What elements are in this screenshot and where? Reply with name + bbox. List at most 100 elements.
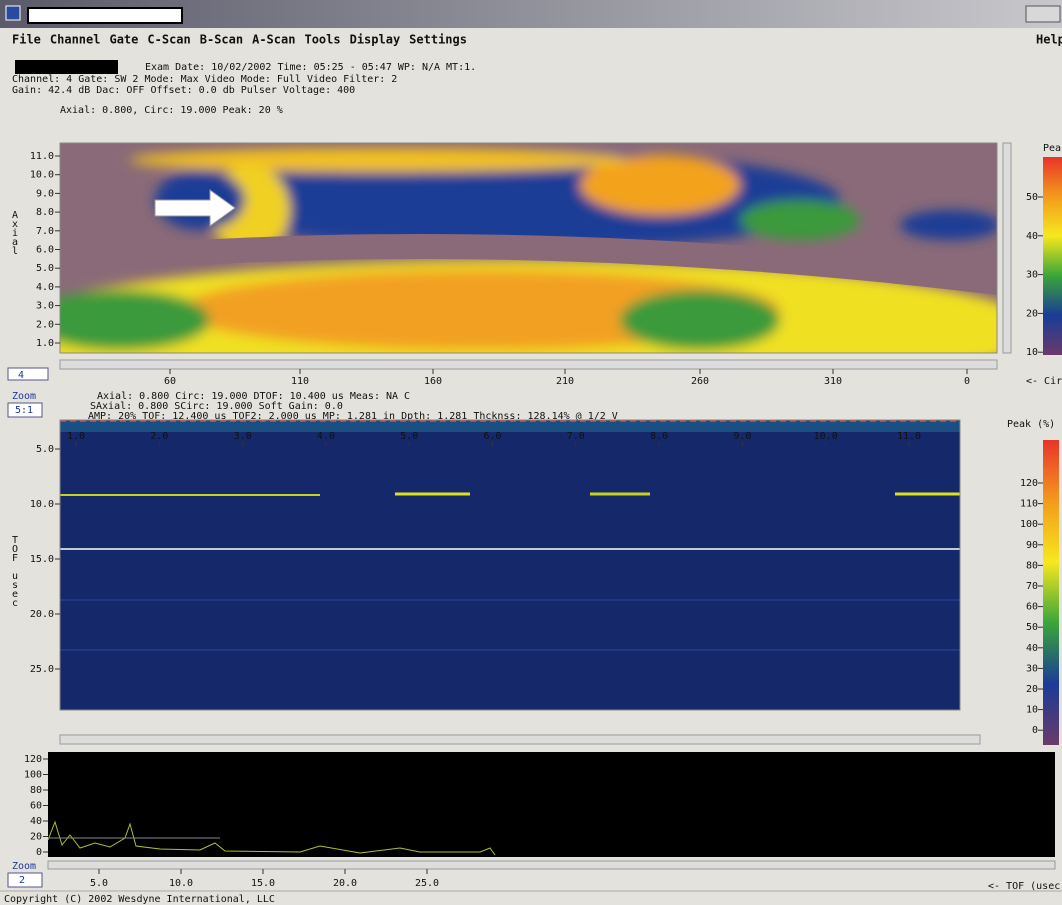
x-tick-label: 6.0 [483,431,501,442]
x-tick-label: 3.0 [234,431,252,442]
y-tick-label: 80 [1026,560,1038,571]
cscan-hscroll[interactable] [59,359,998,370]
y-tick-label: 4.0 [36,282,54,293]
y-tick-label: 110 [1020,499,1038,510]
y-tick-label: 3.0 [36,301,54,312]
zoom-box[interactable] [7,402,43,418]
y-tick-label: 5.0 [36,444,54,455]
zoom-box[interactable] [7,367,49,381]
y-tick-label: 40 [30,816,42,827]
y-tick-label: 10 [1026,705,1038,716]
x-tick-label: 0 [964,376,970,387]
window-buttons[interactable] [1025,5,1061,23]
bscan-zoom[interactable]: 5:1 [15,405,33,416]
y-tick-label: 90 [1026,540,1038,551]
x-tick-label: 9.0 [733,431,751,442]
menu-item[interactable]: Settings [409,33,467,47]
help-menu[interactable]: Help [1036,33,1062,47]
x-tick-label: 5.0 [90,878,108,889]
y-tick-label: 10.0 [30,170,54,181]
x-tick-label: 7.0 [567,431,585,442]
x-tick-label: 15.0 [251,878,275,889]
y-tick-label: 9.0 [36,188,54,199]
y-tick-label: 100 [1020,519,1038,530]
y-tick-label: 0 [1032,725,1038,736]
menu-item[interactable]: Channel [50,33,101,47]
y-tick-label: 25.0 [30,664,54,675]
y-tick-label: 50 [1026,622,1038,633]
cscan-zoom[interactable]: 4 [18,370,24,381]
y-tick-label: 10.0 [30,499,54,510]
x-tick-label: 20.0 [333,878,357,889]
info-line: Channel: 4 Gate: SW 2 Mode: Max Video Mo… [12,74,397,85]
x-tick-label: 110 [291,376,309,387]
ascan-hscroll[interactable] [47,860,1056,870]
y-tick-label: 7.0 [36,226,54,237]
y-tick-label: 60 [1026,602,1038,613]
bscan-hscroll[interactable] [59,734,981,745]
y-tick-label: 30 [1026,270,1038,281]
cscan-readout: Axial: 0.800, Circ: 19.000 Peak: 20 % [60,105,283,116]
bscan-readout: SAxial: 0.800 SCirc: 19.000 Soft Gain: 0… [90,401,343,412]
bscan-scale-title: Peak (%) [1007,419,1055,430]
ascan-x-label: <- TOF (usec) [988,881,1062,892]
menu-item[interactable]: Gate [109,33,138,47]
y-tick-label: 11.0 [30,151,54,162]
menu-item[interactable]: Tools [304,33,340,47]
y-tick-label: 120 [1020,478,1038,489]
x-tick-label: 8.0 [650,431,668,442]
title-field [27,7,183,24]
ascan-image [48,752,1055,857]
y-tick-label: 20.0 [30,609,54,620]
x-tick-label: 310 [824,376,842,387]
ascan-zoom-label: Zoom [12,861,36,872]
y-tick-label: 60 [30,801,42,812]
bscan-readout: AMP: 20% TOF: 12.400 us TOF2: 2.000 us M… [88,411,618,422]
y-tick-label: 5.0 [36,263,54,274]
y-tick-label: 10 [1026,347,1038,358]
footer: Copyright (C) 2002 Wesdyne International… [4,894,275,905]
menu-item[interactable]: File [12,33,41,47]
y-tick-label: 1.0 [36,338,54,349]
menu-item[interactable]: A-Scan [252,33,295,47]
cscan-frame [59,142,998,354]
cscan-colorbar [1043,157,1062,355]
x-tick-label: 1.0 [67,431,85,442]
info-line: Gain: 42.4 dB Dac: OFF Offset: 0.0 db Pu… [12,85,355,96]
y-tick-label: 70 [1026,581,1038,592]
y-tick-label: 20 [1026,308,1038,319]
y-tick-label: 6.0 [36,245,54,256]
x-tick-label: 5.0 [400,431,418,442]
cscan-image [60,143,997,353]
menu-item[interactable]: C-Scan [147,33,190,47]
y-tick-label: 20 [1026,684,1038,695]
redacted [15,60,118,74]
bscan-image [60,420,960,710]
y-tick-label: 30 [1026,663,1038,674]
menu-item[interactable]: B-Scan [200,33,243,47]
ascan-zoom[interactable]: 2 [19,875,25,886]
bscan-colorbar [1043,440,1059,745]
ascan-trace [47,820,496,856]
x-tick-label: 10.0 [169,878,193,889]
y-tick-label: 40 [1026,643,1038,654]
menu-item[interactable]: Display [350,33,401,47]
x-tick-label: 2.0 [150,431,168,442]
x-tick-label: 210 [556,376,574,387]
info-line: Exam Date: 10/02/2002 Time: 05:25 - 05:4… [145,62,476,73]
bscan-frame [59,419,961,711]
y-tick-label: 120 [24,754,42,765]
cscan-vscroll[interactable] [1002,142,1012,354]
zoom-box[interactable] [7,872,43,888]
menu-bar: File Channel Gate C-Scan B-Scan A-Scan Tools Di… [12,33,467,47]
y-tick-label: 2.0 [36,319,54,330]
y-tick-label: 8.0 [36,207,54,218]
x-tick-label: 11.0 [897,431,921,442]
cscan-x-label: <- Cir [1026,376,1062,387]
x-tick-label: 4.0 [317,431,335,442]
x-tick-label: 160 [424,376,442,387]
